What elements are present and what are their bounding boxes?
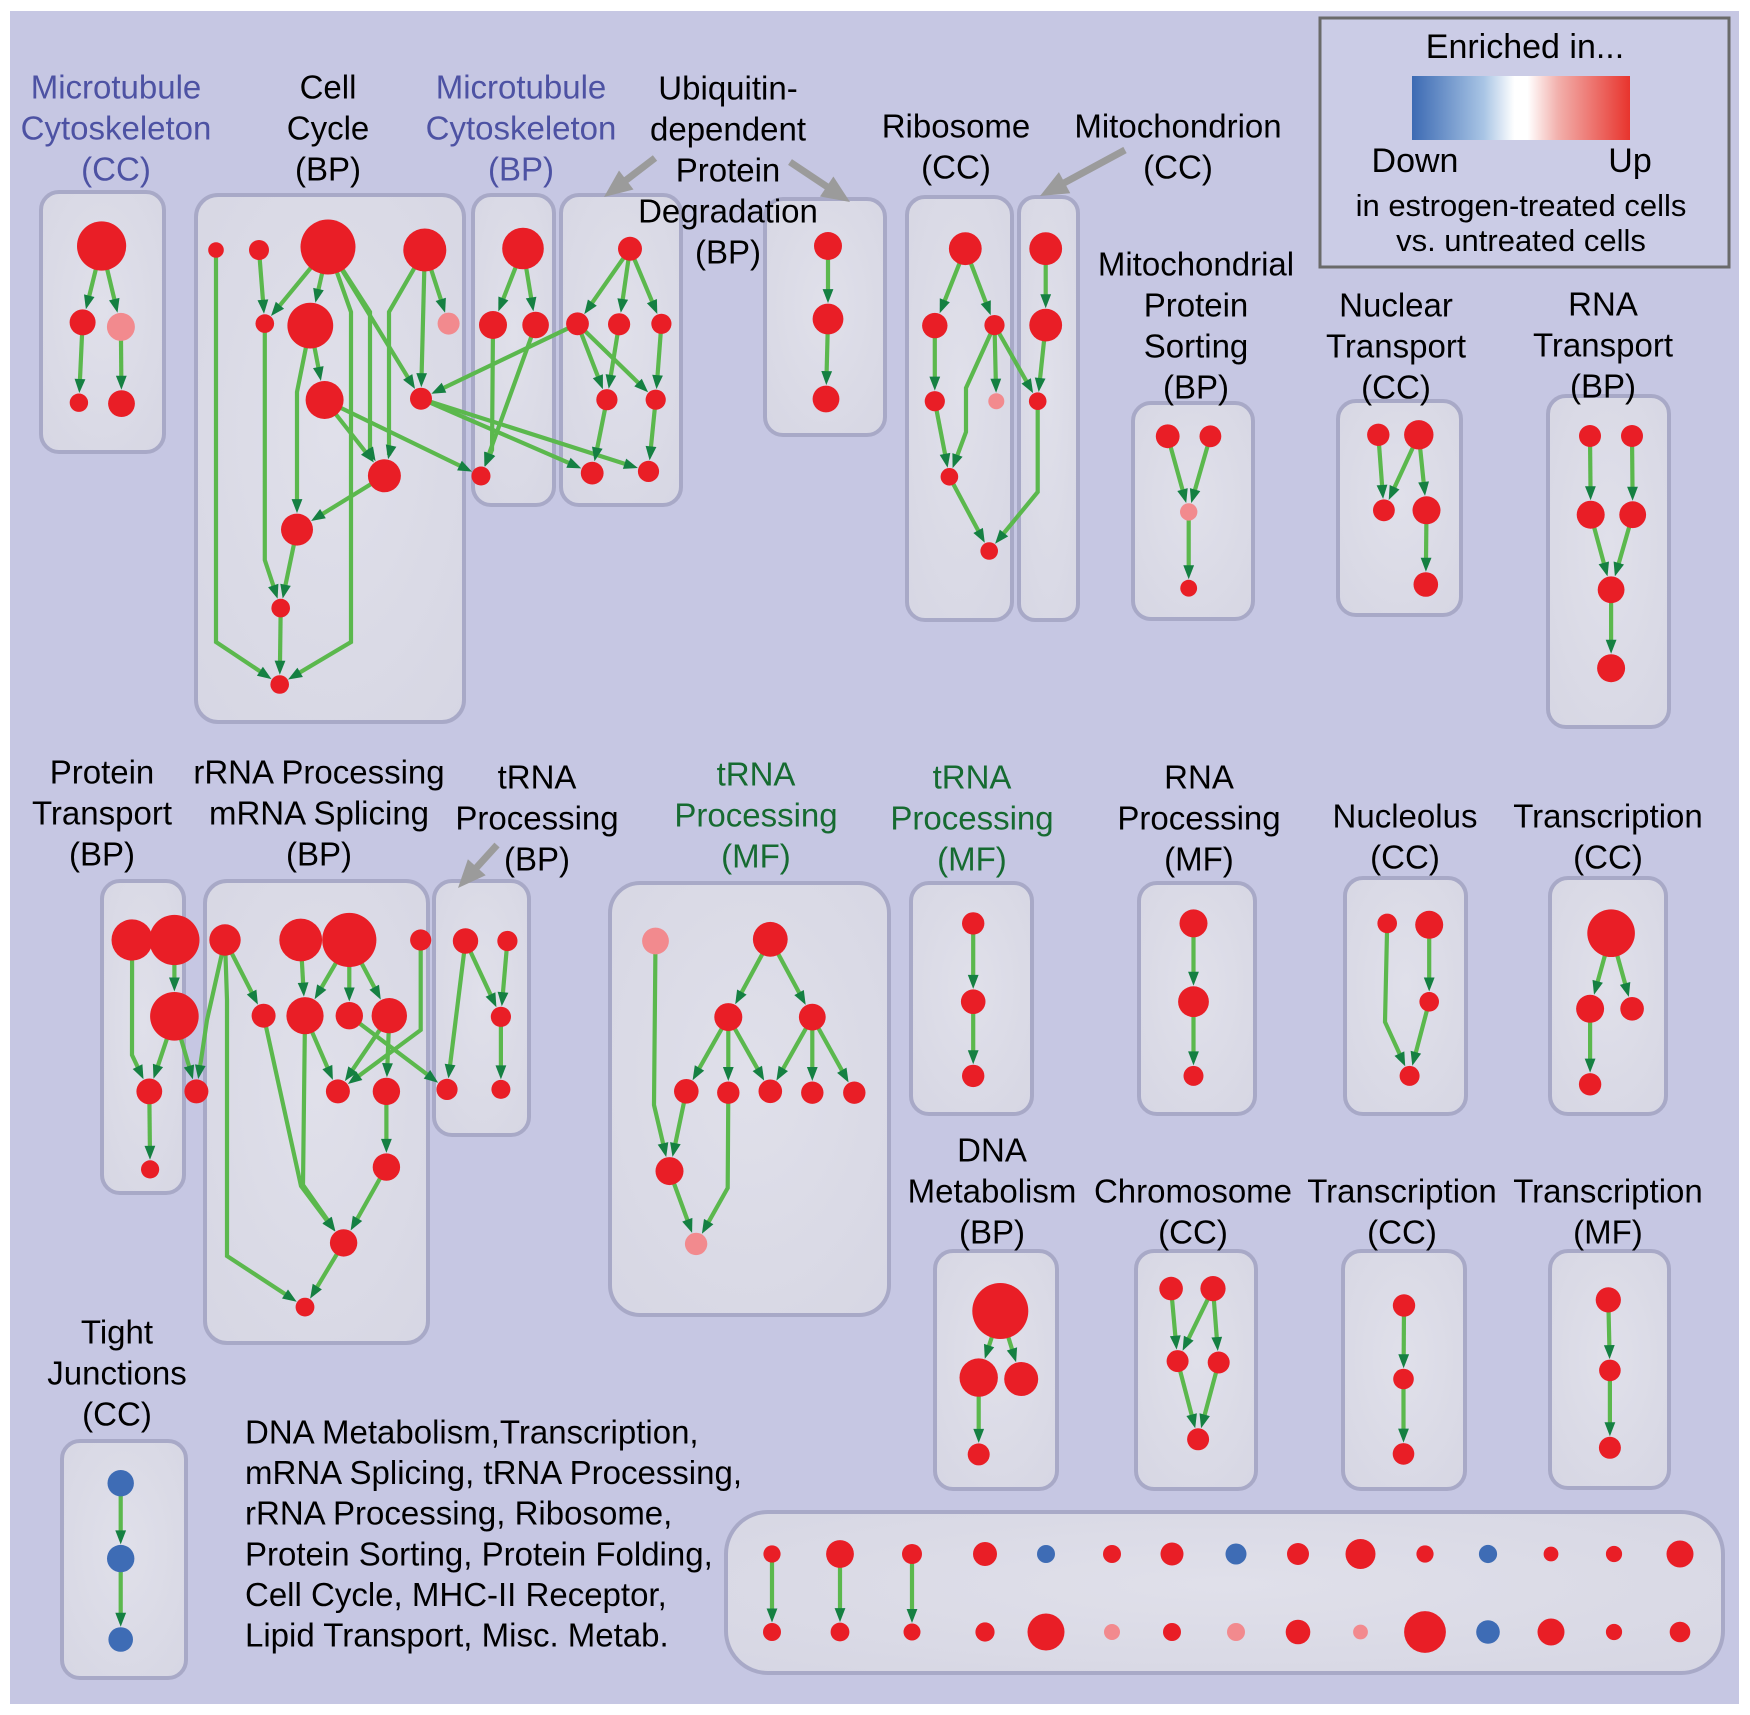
svg-text:Cell Cycle, MHC-II Receptor,: Cell Cycle, MHC-II Receptor,	[245, 1576, 667, 1613]
svg-text:Sorting: Sorting	[1144, 328, 1249, 365]
svg-text:(BP): (BP)	[488, 151, 554, 188]
svg-text:DNA Metabolism,Transcription,: DNA Metabolism,Transcription,	[245, 1414, 699, 1451]
svg-text:Transport: Transport	[1533, 327, 1673, 364]
svg-text:Processing: Processing	[674, 797, 837, 834]
svg-text:Nuclear: Nuclear	[1339, 287, 1453, 324]
svg-text:Transcription: Transcription	[1513, 798, 1703, 835]
svg-text:rRNA Processing, Ribosome,: rRNA Processing, Ribosome,	[245, 1495, 672, 1532]
svg-text:(CC): (CC)	[82, 1396, 152, 1433]
svg-text:(MF): (MF)	[937, 841, 1007, 878]
svg-text:vs. untreated cells: vs. untreated cells	[1396, 223, 1646, 258]
svg-text:tRNA: tRNA	[933, 759, 1012, 796]
svg-text:Enriched in...: Enriched in...	[1426, 28, 1624, 66]
svg-text:Junctions: Junctions	[47, 1355, 186, 1392]
svg-text:Protein: Protein	[50, 754, 155, 791]
svg-text:Mitochondrion: Mitochondrion	[1074, 108, 1281, 145]
svg-text:Mitochondrial: Mitochondrial	[1098, 246, 1294, 283]
svg-text:Microtubule: Microtubule	[31, 69, 202, 106]
svg-text:(CC): (CC)	[81, 151, 151, 188]
svg-text:Microtubule: Microtubule	[436, 69, 607, 106]
svg-text:(BP): (BP)	[1570, 368, 1636, 405]
svg-text:(CC): (CC)	[1573, 839, 1643, 876]
svg-text:Transport: Transport	[32, 795, 172, 832]
svg-text:in estrogen-treated cells: in estrogen-treated cells	[1356, 188, 1687, 223]
svg-text:(CC): (CC)	[1361, 369, 1431, 406]
svg-text:Cytoskeleton: Cytoskeleton	[21, 110, 212, 147]
svg-text:(BP): (BP)	[959, 1214, 1025, 1251]
svg-text:Cycle: Cycle	[287, 110, 370, 147]
svg-text:rRNA Processing: rRNA Processing	[193, 754, 444, 791]
svg-text:(CC): (CC)	[1367, 1214, 1437, 1251]
svg-text:(BP): (BP)	[1163, 369, 1229, 406]
svg-text:(BP): (BP)	[295, 151, 361, 188]
svg-text:Ubiquitin-: Ubiquitin-	[658, 70, 797, 107]
svg-text:Degradation: Degradation	[638, 193, 818, 230]
svg-text:Down: Down	[1372, 142, 1459, 180]
svg-text:Protein: Protein	[1144, 287, 1249, 324]
svg-text:Transport: Transport	[1326, 328, 1466, 365]
svg-text:mRNA Splicing, tRNA Processing: mRNA Splicing, tRNA Processing,	[245, 1454, 742, 1491]
svg-text:(MF): (MF)	[1573, 1214, 1643, 1251]
svg-text:Processing: Processing	[455, 800, 618, 837]
svg-text:Transcription: Transcription	[1307, 1173, 1497, 1210]
svg-text:Lipid Transport, Misc. Metab.: Lipid Transport, Misc. Metab.	[245, 1617, 669, 1654]
svg-text:tRNA: tRNA	[717, 756, 796, 793]
svg-text:Ribosome: Ribosome	[882, 108, 1031, 145]
svg-text:(BP): (BP)	[286, 836, 352, 873]
svg-text:Tight: Tight	[81, 1314, 153, 1351]
svg-text:(CC): (CC)	[1143, 149, 1213, 186]
svg-text:(CC): (CC)	[1158, 1214, 1228, 1251]
svg-text:Protein: Protein	[676, 152, 781, 189]
svg-text:RNA: RNA	[1568, 286, 1638, 323]
svg-text:Nucleolus: Nucleolus	[1333, 798, 1478, 835]
svg-text:(BP): (BP)	[504, 841, 570, 878]
svg-text:mRNA Splicing: mRNA Splicing	[209, 795, 429, 832]
svg-text:Transcription: Transcription	[1513, 1173, 1703, 1210]
svg-text:(BP): (BP)	[695, 234, 761, 271]
svg-text:(CC): (CC)	[921, 149, 991, 186]
svg-text:(BP): (BP)	[69, 836, 135, 873]
svg-text:Chromosome: Chromosome	[1094, 1173, 1292, 1210]
svg-text:(MF): (MF)	[721, 838, 791, 875]
svg-text:Up: Up	[1608, 142, 1651, 180]
svg-text:Cell: Cell	[300, 69, 357, 106]
svg-text:Processing: Processing	[890, 800, 1053, 837]
svg-text:RNA: RNA	[1164, 759, 1234, 796]
svg-text:(CC): (CC)	[1370, 839, 1440, 876]
svg-text:tRNA: tRNA	[498, 759, 577, 796]
svg-text:Processing: Processing	[1117, 800, 1280, 837]
svg-text:(MF): (MF)	[1164, 841, 1234, 878]
svg-text:Metabolism: Metabolism	[908, 1173, 1077, 1210]
svg-text:dependent: dependent	[650, 111, 806, 148]
svg-text:Cytoskeleton: Cytoskeleton	[426, 110, 617, 147]
svg-text:DNA: DNA	[957, 1132, 1027, 1169]
svg-text:Protein Sorting, Protein Foldi: Protein Sorting, Protein Folding,	[245, 1535, 713, 1572]
